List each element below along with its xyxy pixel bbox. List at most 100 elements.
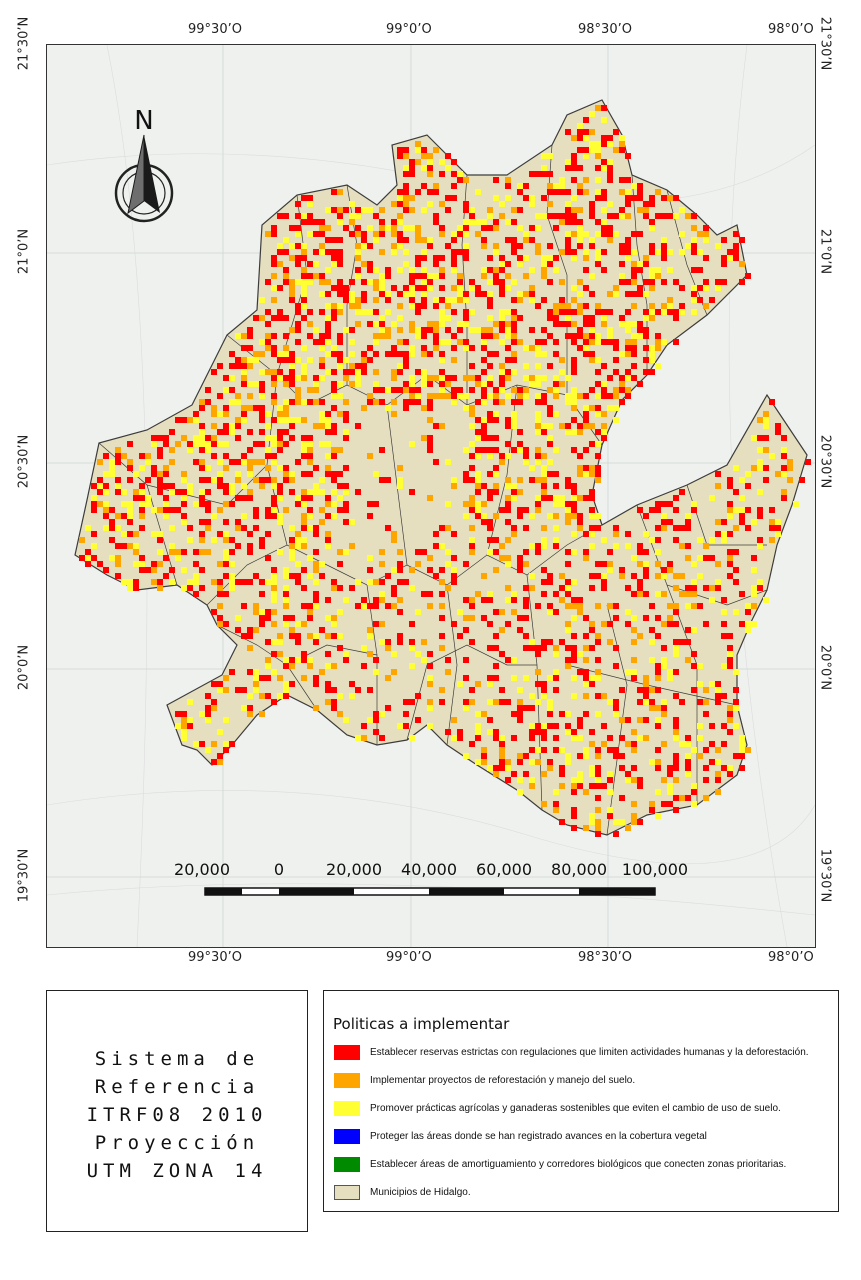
policy-cell [361,237,367,243]
policy-cell [247,693,253,699]
policy-cell [577,123,583,129]
policy-cell [469,639,475,645]
policy-cell [247,531,253,537]
policy-cell [649,351,655,357]
policy-cell [715,471,721,477]
policy-cell [529,291,535,297]
policy-cell [655,675,661,681]
policy-cell [283,567,289,573]
policy-cell [223,591,229,597]
policy-cell [655,765,661,771]
policy-cell [409,387,415,393]
policy-cell [439,171,445,177]
policy-cell [349,327,355,333]
policy-cell [337,711,343,717]
policy-cell [595,807,601,813]
policy-cell [397,561,403,567]
policy-cell [757,585,763,591]
policy-cell [589,513,595,519]
policy-cell [583,333,589,339]
map-frame[interactable]: N 20,000 0 20,000 40,000 60,000 80,000 1… [46,44,816,948]
policy-cell [265,555,271,561]
policy-cell [745,507,751,513]
policy-cell [271,573,277,579]
policy-cell [325,495,331,501]
policy-cell [649,603,655,609]
policy-cell [325,237,331,243]
map-canvas[interactable]: N [47,45,815,947]
policy-cell [649,195,655,201]
policy-cell [583,351,589,357]
policy-cell [295,225,301,231]
policy-cell [391,351,397,357]
policy-cell [697,753,703,759]
policy-cell [715,579,721,585]
policy-cell [373,285,379,291]
policy-cell [499,363,505,369]
policy-cell [373,279,379,285]
policy-cell [199,531,205,537]
policy-cell [295,561,301,567]
policy-cell [409,375,415,381]
policy-cell [691,309,697,315]
policy-cell [541,399,547,405]
right-latitude-label: 20°30’N [817,434,833,489]
policy-cell [409,207,415,213]
policy-cell [643,357,649,363]
policy-cell [559,819,565,825]
policy-cell [271,255,277,261]
policy-cell [559,249,565,255]
scale-label: 60,000 [476,860,532,879]
policy-cell [679,525,685,531]
policy-cell [565,585,571,591]
policy-cell [223,423,229,429]
policy-cell [583,255,589,261]
policy-cell [589,273,595,279]
policy-cell [427,417,433,423]
policy-cell [649,687,655,693]
policy-cell [427,681,433,687]
policy-cell [367,513,373,519]
policy-cell [331,189,337,195]
policy-cell [241,603,247,609]
policy-cell [391,321,397,327]
policy-cell [379,447,385,453]
policy-cell [499,369,505,375]
policy-cell [613,699,619,705]
policy-cell [307,459,313,465]
policy-cell [613,645,619,651]
policy-cell [517,387,523,393]
policy-cell [727,561,733,567]
policy-cell [463,753,469,759]
policy-cell [463,345,469,351]
policy-cell [421,327,427,333]
policy-cell [565,711,571,717]
policy-cell [643,345,649,351]
policy-cell [643,369,649,375]
policy-cell [325,321,331,327]
policy-cell [301,495,307,501]
policy-cell [595,219,601,225]
policy-cell [709,297,715,303]
policy-cell [157,507,163,513]
policy-cell [463,339,469,345]
policy-cell [625,339,631,345]
policy-cell [727,507,733,513]
policy-cell [511,489,517,495]
policy-cell [487,213,493,219]
policy-cell [469,501,475,507]
policy-cell [169,507,175,513]
policy-cell [433,189,439,195]
policy-cell [157,537,163,543]
policy-cell [103,471,109,477]
policy-cell [355,603,361,609]
policy-cell [685,741,691,747]
policy-cell [745,273,751,279]
policy-cell [607,231,613,237]
policy-cell [259,483,265,489]
policy-cell [643,315,649,321]
policy-cell [451,297,457,303]
policy-cell [571,309,577,315]
policy-cell [445,315,451,321]
policy-cell [409,273,415,279]
